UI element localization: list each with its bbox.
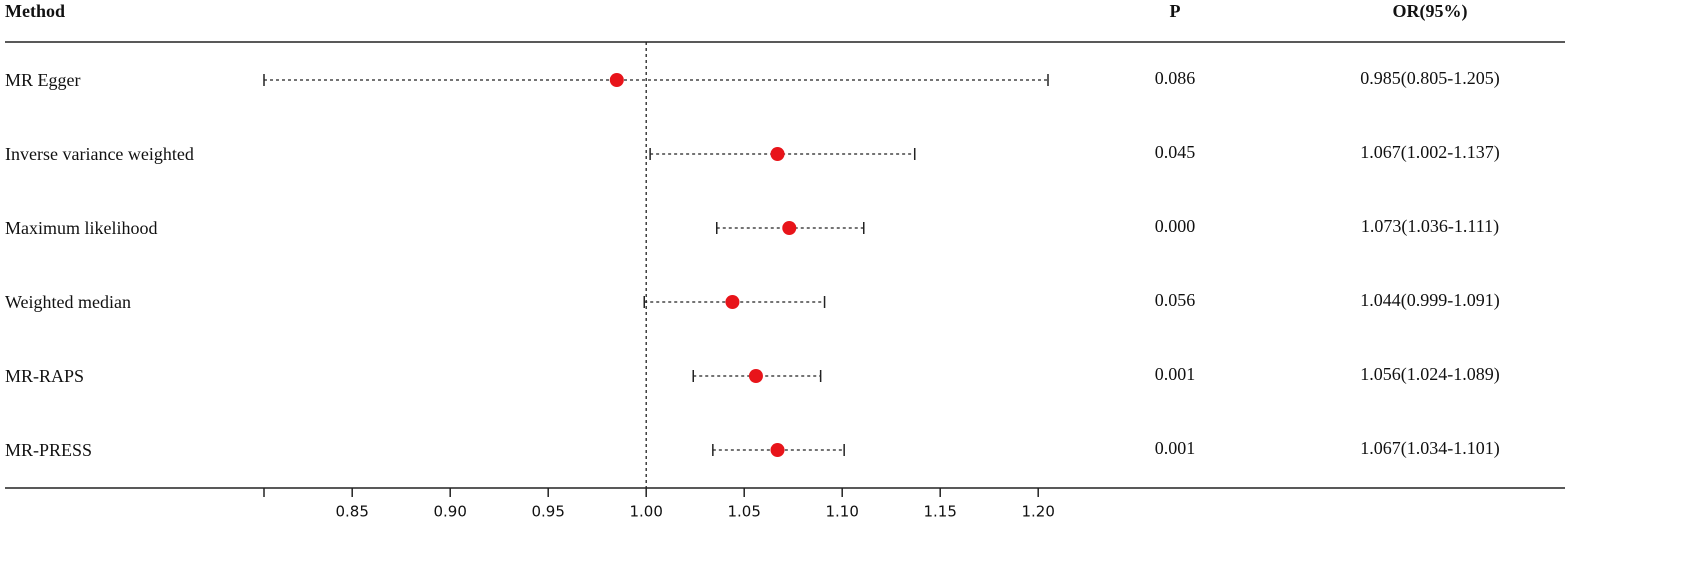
or-point (770, 147, 785, 161)
method-label: Inverse variance weighted (5, 144, 194, 164)
x-tick-label: 1.10 (825, 503, 858, 521)
p-value: 0.000 (1155, 216, 1196, 236)
method-label: MR Egger (5, 70, 81, 90)
p-value: 0.056 (1155, 290, 1196, 310)
p-value: 0.086 (1155, 68, 1196, 88)
method-label: Maximum likelihood (5, 218, 158, 238)
or-ci-label: 1.067(1.002-1.137) (1360, 142, 1499, 163)
x-tick-label: 0.90 (433, 503, 466, 521)
method-label: MR-PRESS (5, 440, 93, 460)
x-tick-label: 1.20 (1021, 503, 1054, 521)
or-point (748, 369, 763, 383)
p-value: 0.001 (1155, 438, 1196, 458)
p-value: 0.045 (1155, 142, 1196, 162)
or-point (782, 221, 797, 235)
x-tick-label: 0.95 (531, 503, 564, 521)
x-tick-label: 0.85 (335, 503, 368, 521)
x-tick-label: 1.15 (923, 503, 956, 521)
method-label: MR-RAPS (5, 366, 85, 386)
or-ci-label: 1.073(1.036-1.111) (1361, 216, 1499, 237)
or-point (609, 73, 624, 87)
x-tick-label: 1.00 (629, 503, 662, 521)
x-tick-label: 1.05 (727, 503, 760, 521)
header-p: P (1170, 1, 1181, 21)
or-ci-label: 1.067(1.034-1.101) (1360, 438, 1499, 459)
or-ci-label: 0.985(0.805-1.205) (1360, 68, 1499, 89)
or-ci-label: 1.044(0.999-1.091) (1360, 290, 1499, 311)
header-or: OR(95%) (1393, 1, 1468, 22)
method-label: Weighted median (5, 292, 132, 312)
or-point (770, 443, 785, 457)
header-method: Method (5, 1, 65, 21)
p-value: 0.001 (1155, 364, 1196, 384)
or-point (725, 295, 740, 309)
or-ci-label: 1.056(1.024-1.089) (1360, 364, 1499, 385)
